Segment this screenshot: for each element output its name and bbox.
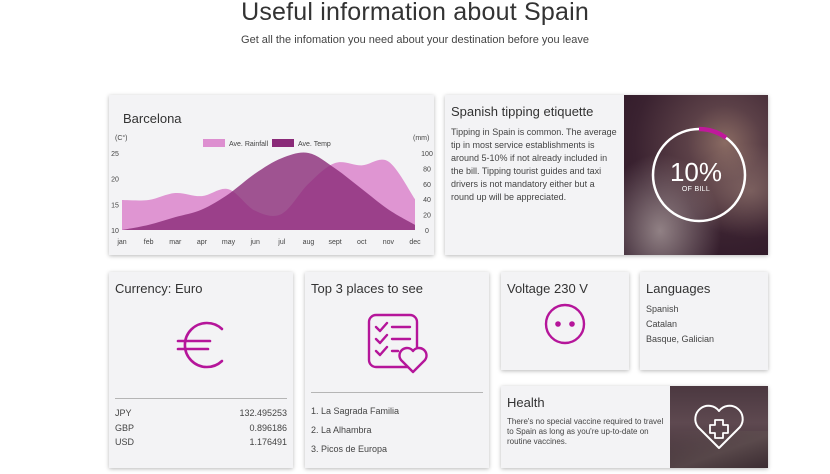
x-tick-label: aug — [303, 239, 315, 246]
y-tick-right: 0 — [425, 228, 429, 235]
rate-row: JPY 132.495253 — [115, 408, 287, 420]
climate-chart: 10 15 20 25 0 20 40 60 80 100 (C°) (mm) jan feb mar apr… — [111, 134, 433, 246]
x-tick-label: jan — [116, 239, 126, 246]
voltage-card-title: Voltage 230 V — [507, 281, 588, 296]
legend-label: Ave. Temp — [298, 141, 331, 148]
tipping-photo — [624, 95, 768, 255]
health-description: There's no special vaccine required to t… — [507, 417, 664, 446]
rate-code: USD — [115, 437, 135, 447]
checklist-heart-icon — [367, 313, 428, 374]
places-divider — [311, 392, 483, 393]
euro-icon — [176, 321, 224, 369]
tipping-card-title: Spanish tipping etiquette — [451, 104, 594, 119]
place-item: 1. La Sagrada Familia — [311, 406, 400, 416]
page-title: Useful information about Spain — [241, 0, 589, 26]
x-tick-label: oct — [357, 239, 366, 246]
x-tick-label: feb — [144, 239, 154, 246]
x-tick-label: nov — [383, 239, 395, 246]
x-tick-label: apr — [197, 239, 208, 246]
x-tick-label: sept — [328, 239, 341, 246]
page-subtitle: Get all the infomation you need about yo… — [241, 34, 589, 46]
legend-label: Ave. Rainfall — [229, 141, 269, 148]
place-item: 2. La Alhambra — [311, 425, 372, 435]
tip-percent: 10% — [669, 157, 723, 187]
y-axis-label-right: (mm) — [413, 135, 429, 142]
y-tick-right: 100 — [421, 151, 433, 158]
tip-percent-label: OF BILL — [681, 186, 711, 193]
legend-swatch — [272, 139, 294, 147]
y-axis-label-left: (C°) — [115, 134, 128, 142]
languages-card: Languages Spanish Catalan Basque, Galici… — [640, 272, 768, 370]
rate-value: 132.495253 — [239, 408, 287, 418]
rate-code: JPY — [115, 408, 132, 418]
y-tick-left: 10 — [111, 228, 119, 235]
medical-heart-icon — [694, 404, 744, 449]
rate-row: USD 1.176491 — [115, 437, 287, 449]
health-card-title: Health — [507, 395, 545, 410]
health-card: Health There's no special vaccine requir… — [501, 386, 768, 468]
language-item: Spanish — [646, 304, 679, 314]
x-tick-label: mar — [169, 239, 182, 246]
x-tick-label: jul — [277, 239, 285, 246]
tipping-description: Tipping in Spain is common. The average … — [451, 127, 617, 202]
y-tick-left: 20 — [111, 177, 119, 184]
x-tick-label: may — [222, 239, 236, 246]
places-card: Top 3 places to see 1. La Sagrada Famili… — [305, 272, 489, 468]
y-tick-right: 40 — [423, 197, 431, 204]
language-item: Catalan — [646, 319, 678, 329]
y-tick-left: 25 — [111, 151, 119, 158]
currency-divider — [115, 398, 287, 399]
rate-code: GBP — [115, 423, 135, 433]
y-tick-right: 20 — [423, 213, 431, 220]
currency-card-title: Currency: Euro — [115, 281, 203, 296]
y-tick-right: 80 — [423, 166, 431, 173]
health-photo — [670, 386, 768, 468]
x-tick-label: jun — [250, 239, 260, 246]
tipping-card: Spanish tipping etiquette Tipping in Spa… — [445, 95, 768, 255]
rate-value: 0.896186 — [249, 423, 287, 433]
currency-card: Currency: Euro JPY 132.495253 GBP 0.8961… — [109, 272, 293, 468]
places-card-title: Top 3 places to see — [311, 281, 424, 296]
climate-card-title: Barcelona — [123, 111, 182, 126]
legend-swatch — [203, 139, 225, 147]
place-item: 3. Picos de Europa — [311, 444, 388, 454]
y-tick-left: 15 — [111, 202, 119, 209]
y-tick-right: 60 — [423, 182, 431, 189]
rate-row: GBP 0.896186 — [115, 423, 287, 435]
rate-value: 1.176491 — [249, 437, 287, 447]
series-area-ave-temp — [122, 152, 415, 230]
voltage-card: Voltage 230 V — [501, 272, 629, 370]
languages-card-title: Languages — [646, 281, 711, 296]
climate-card: Barcelona 10 15 20 25 0 20 40 60 80 100 (C°) (mm) ja… — [109, 95, 434, 255]
language-item: Basque, Galician — [646, 334, 715, 344]
x-tick-label: dec — [409, 239, 421, 246]
power-socket-icon — [544, 303, 586, 345]
tip-progress-ring — [650, 126, 748, 224]
